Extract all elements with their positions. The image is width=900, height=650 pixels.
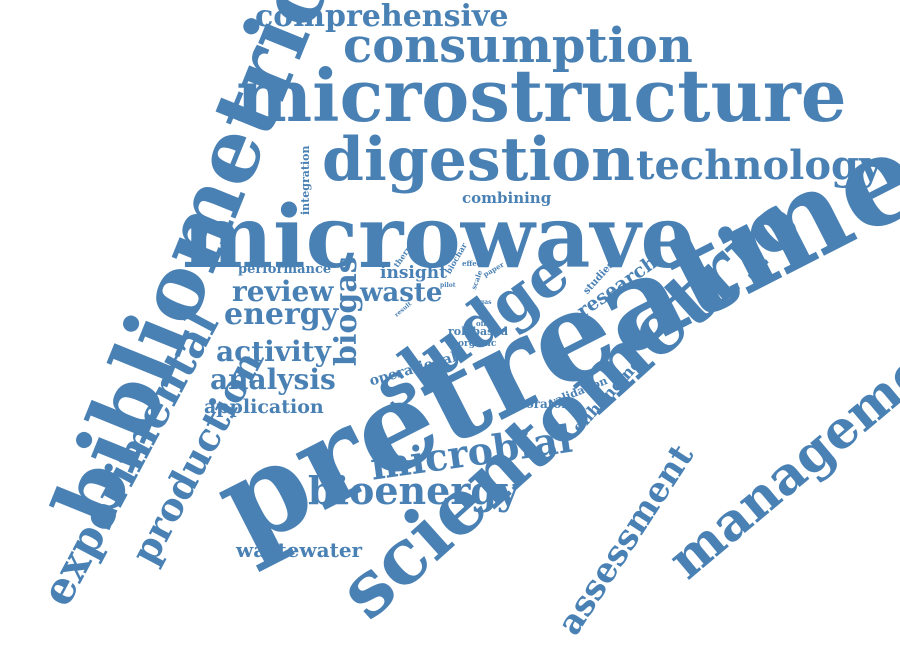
word-organic: organic xyxy=(458,339,497,349)
word-energy: energy xyxy=(224,297,339,332)
word-digestion: digestion xyxy=(322,125,635,195)
word-rolebased: rolebased xyxy=(448,325,509,338)
word-microwave: microwave xyxy=(182,187,696,288)
word-waste: waste xyxy=(360,278,443,308)
word-insight: insight xyxy=(380,263,447,283)
word-effect: effect xyxy=(462,259,485,268)
word-biogas: biogas xyxy=(329,256,364,366)
word-wastewater: wastewater xyxy=(236,538,363,562)
word-bioenergy: bioenergy xyxy=(308,468,520,513)
word-application: application xyxy=(204,396,324,418)
word-microstructure: microstructure xyxy=(236,53,847,138)
word-integration: integration xyxy=(299,145,312,215)
word-laboratory: laboratory xyxy=(505,397,575,411)
word-pilot: pilot xyxy=(440,282,456,289)
word-combining: combining xyxy=(462,189,552,207)
word-offer: offer xyxy=(476,319,495,328)
word-performance: performance xyxy=(238,262,332,277)
word-technology: technology xyxy=(636,142,883,189)
word-gas: gas xyxy=(480,299,492,306)
word-activity: activity xyxy=(216,335,331,368)
word-review: review xyxy=(232,275,334,308)
word-consumption: consumption xyxy=(343,18,693,74)
word-analysis: analysis xyxy=(210,363,336,396)
word-comprehensive: comprehensive xyxy=(255,0,509,34)
